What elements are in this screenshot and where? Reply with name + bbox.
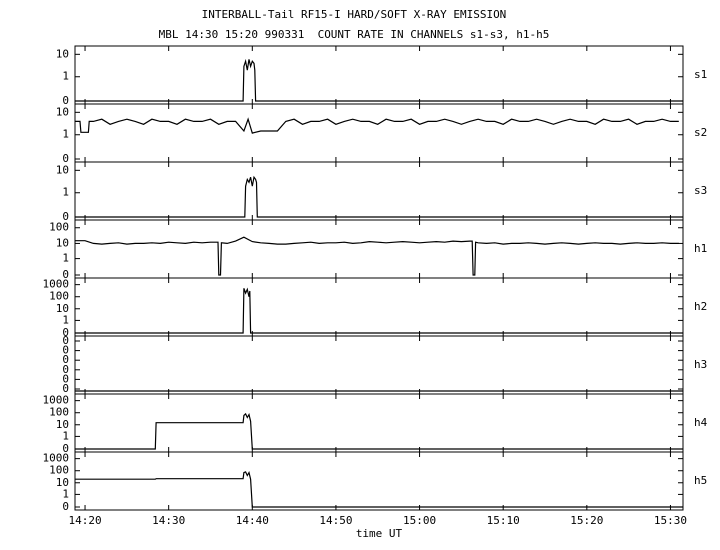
y-tick-label: 0 bbox=[62, 152, 69, 165]
panel-label: h4 bbox=[694, 416, 708, 429]
panel-label: s3 bbox=[694, 184, 707, 197]
panel-frame bbox=[74, 335, 684, 395]
chart-title: INTERBALL-Tail RF15-I HARD/SOFT X-RAY EM… bbox=[202, 8, 507, 21]
y-tick-label: 10 bbox=[56, 418, 69, 431]
y-tick-label: 0 bbox=[62, 94, 69, 107]
y-tick-label: 0 bbox=[62, 326, 69, 339]
y-tick-label: 1000 bbox=[43, 278, 70, 291]
panel-label: s2 bbox=[694, 126, 707, 139]
panel-frame bbox=[74, 45, 684, 105]
x-axis-label: time UT bbox=[356, 527, 403, 540]
y-tick-label: 1 bbox=[62, 487, 69, 500]
trace bbox=[75, 236, 679, 276]
y-tick-label: 0 bbox=[62, 500, 69, 513]
panel-label: s1 bbox=[694, 68, 707, 81]
x-tick-label: 14:30 bbox=[152, 514, 185, 527]
y-tick-label: 1 bbox=[62, 313, 69, 326]
x-tick-label: 15:10 bbox=[487, 514, 520, 527]
y-tick-label: 0 bbox=[62, 382, 69, 395]
panel-label: h3 bbox=[694, 358, 707, 371]
y-tick-label: 1 bbox=[62, 429, 69, 442]
x-tick-label: 15:00 bbox=[403, 514, 436, 527]
trace bbox=[75, 117, 679, 134]
y-tick-label: 1 bbox=[62, 128, 69, 141]
panel-frame bbox=[74, 277, 684, 337]
y-tick-label: 1 bbox=[62, 252, 69, 265]
y-tick-label: 10 bbox=[56, 47, 69, 60]
panel-label: h1 bbox=[694, 242, 707, 255]
y-tick-label: 1000 bbox=[43, 452, 70, 465]
y-tick-label: 1 bbox=[62, 70, 69, 83]
trace bbox=[75, 287, 683, 334]
panel-frame bbox=[74, 103, 684, 163]
y-tick-label: 10 bbox=[56, 476, 69, 489]
y-tick-label: 100 bbox=[49, 406, 69, 419]
y-tick-label: 0 bbox=[62, 268, 69, 281]
y-tick-label: 0 bbox=[62, 363, 69, 376]
y-tick-label: 1 bbox=[62, 186, 69, 199]
panel-label: h5 bbox=[694, 474, 707, 487]
x-tick-label: 15:20 bbox=[570, 514, 603, 527]
chart-subtitle: MBL 14:30 15:20 990331 COUNT RATE IN CHA… bbox=[159, 28, 550, 41]
y-tick-label: 10 bbox=[56, 236, 69, 249]
x-tick-label: 14:50 bbox=[319, 514, 352, 527]
y-tick-label: 10 bbox=[56, 105, 69, 118]
y-tick-label: 0 bbox=[62, 372, 69, 385]
y-tick-label: 10 bbox=[56, 163, 69, 176]
x-tick-label: 15:30 bbox=[654, 514, 687, 527]
y-tick-label: 100 bbox=[49, 464, 69, 477]
y-tick-label: 0 bbox=[62, 442, 69, 455]
y-tick-label: 0 bbox=[62, 334, 69, 347]
y-tick-label: 1000 bbox=[43, 394, 70, 407]
y-tick-label: 10 bbox=[56, 302, 69, 315]
y-tick-label: 0 bbox=[62, 353, 69, 366]
trace bbox=[75, 175, 683, 218]
panel-frame bbox=[74, 161, 684, 221]
y-tick-label: 100 bbox=[49, 221, 69, 234]
y-tick-label: 0 bbox=[62, 210, 69, 223]
trace bbox=[75, 58, 683, 102]
trace bbox=[75, 471, 683, 508]
y-tick-label: 100 bbox=[49, 290, 69, 303]
x-tick-label: 14:40 bbox=[236, 514, 269, 527]
trace bbox=[75, 412, 683, 450]
panel-frame bbox=[74, 219, 684, 279]
x-tick-label: 14:20 bbox=[68, 514, 101, 527]
panel-label: h2 bbox=[694, 300, 707, 313]
panel-frame bbox=[74, 451, 684, 511]
y-tick-label: 0 bbox=[62, 344, 69, 357]
